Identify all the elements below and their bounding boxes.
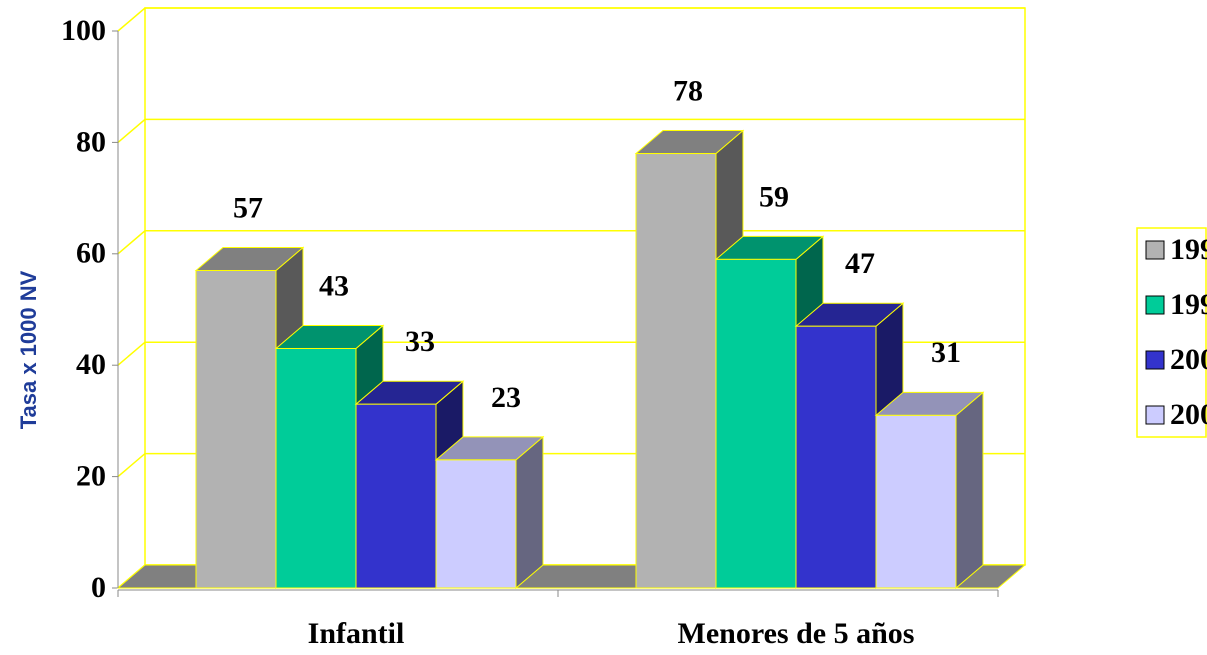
bar — [195, 270, 277, 589]
value-label: 47 — [845, 247, 875, 280]
y-tick-label: 80 — [76, 125, 106, 158]
value-label: 78 — [673, 74, 703, 107]
value-label: 59 — [759, 180, 789, 213]
value-label: 33 — [405, 325, 435, 358]
y-tick-label: 40 — [76, 348, 106, 381]
bar — [275, 347, 357, 589]
legend-label: 1992 — [1170, 233, 1207, 266]
grid-line — [117, 7, 1025, 32]
y-tick-label: 60 — [76, 237, 106, 270]
y-tick-label: 100 — [61, 14, 106, 47]
value-label: 31 — [931, 336, 961, 369]
bar — [355, 403, 437, 589]
legend-swatch — [1145, 405, 1165, 425]
legend — [1136, 227, 1207, 438]
bar — [635, 153, 717, 589]
legend-label: 2000 — [1170, 343, 1207, 376]
legend-swatch — [1145, 240, 1165, 260]
legend-label: 1996 — [1170, 288, 1207, 321]
y-tick-label: 0 — [91, 571, 106, 604]
y-axis-label: Tasa x 1000 NV — [16, 270, 41, 429]
legend-swatch — [1145, 350, 1165, 370]
value-label: 43 — [319, 269, 349, 302]
x-tick-label: Infantil — [308, 617, 405, 650]
value-label: 23 — [491, 381, 521, 414]
bar — [795, 325, 877, 589]
bar — [715, 258, 797, 589]
bar-side — [515, 435, 544, 590]
legend-swatch — [1145, 295, 1165, 315]
bar — [875, 414, 957, 589]
legend-label: 2004 — [1170, 398, 1207, 431]
grid-line — [117, 118, 1025, 143]
bar — [435, 459, 517, 589]
y-tick-label: 20 — [76, 459, 106, 492]
bar-side — [955, 391, 984, 590]
x-tick-label: Menores de 5 años — [678, 617, 915, 650]
value-label: 57 — [233, 191, 263, 224]
